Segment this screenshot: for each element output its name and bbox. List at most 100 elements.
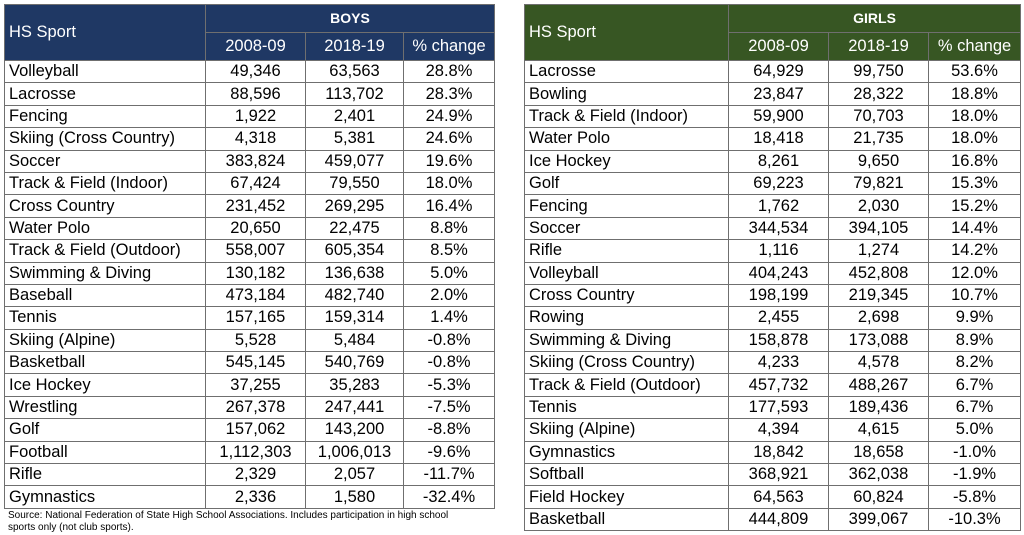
value-cell: 15.3% — [927, 171, 1022, 196]
value-cell: 1,006,013 — [305, 440, 404, 465]
value-cell: 457,732 — [728, 373, 829, 397]
sport-name-cell: Bowling — [524, 82, 729, 106]
value-cell: 28,322 — [828, 82, 929, 106]
value-cell: 59,900 — [728, 104, 829, 129]
sport-name-cell: Lacrosse — [4, 82, 206, 106]
table-row: Fencing 1,762 2,030 15.2% — [524, 194, 1022, 218]
value-cell: 4,318 — [205, 127, 306, 151]
sport-name-cell: Soccer — [524, 216, 729, 241]
sport-name-cell: Lacrosse — [524, 59, 729, 84]
table-row: Rowing 2,455 2,698 9.9% — [524, 306, 1022, 330]
value-cell: 1,112,303 — [205, 440, 306, 465]
sport-name-cell: Rifle — [4, 463, 206, 487]
table-row: Rifle 2,329 2,057 -11.7% — [4, 463, 496, 487]
value-cell: -32.4% — [402, 485, 496, 509]
column-header: 2018-19 — [305, 32, 404, 61]
value-cell: 1,922 — [205, 104, 306, 129]
column-header: % change — [927, 32, 1022, 61]
sport-name-cell: Ice Hockey — [4, 373, 206, 397]
table-row: Golf 69,223 79,821 15.3% — [524, 171, 1022, 196]
value-cell: 459,077 — [305, 149, 404, 173]
table-row: Tennis 177,593 189,436 6.7% — [524, 395, 1022, 420]
value-cell: 219,345 — [828, 283, 929, 308]
table-row: Wrestling 267,378 247,441 -7.5% — [4, 395, 496, 420]
value-cell: 4,578 — [828, 351, 929, 375]
value-cell: 5,381 — [305, 127, 404, 151]
sport-name-cell: Golf — [4, 418, 206, 442]
table-row: Cross Country 231,452 269,295 16.4% — [4, 194, 496, 218]
value-cell: 18,842 — [728, 440, 829, 465]
value-cell: 444,809 — [728, 507, 829, 532]
value-cell: 15.2% — [927, 194, 1022, 218]
table-row: Field Hockey 64,563 60,824 -5.8% — [524, 485, 1022, 509]
value-cell: -1.0% — [927, 440, 1022, 465]
value-cell: 8.5% — [402, 239, 496, 263]
value-cell: 362,038 — [828, 463, 929, 487]
value-cell: 4,615 — [828, 418, 929, 442]
value-cell: 19.6% — [402, 149, 496, 173]
value-cell: 269,295 — [305, 194, 404, 218]
value-cell: -5.3% — [402, 373, 496, 397]
girls-table-body: Lacrosse 64,929 99,750 53.6% Bowling 23,847 28… — [524, 59, 1022, 532]
table-row: Rifle 1,116 1,274 14.2% — [524, 239, 1022, 263]
table-row: Skiing (Alpine) 4,394 4,615 5.0% — [524, 418, 1022, 442]
value-cell: 16.4% — [402, 194, 496, 218]
value-cell: 8.8% — [402, 216, 496, 241]
sport-name-cell: Fencing — [524, 194, 729, 218]
table-row: Basketball 444,809 399,067 -10.3% — [524, 507, 1022, 532]
value-cell: 143,200 — [305, 418, 404, 442]
table-row: Ice Hockey 37,255 35,283 -5.3% — [4, 373, 496, 397]
value-cell: 2,030 — [828, 194, 929, 218]
table-row: Water Polo 20,650 22,475 8.8% — [4, 216, 496, 241]
column-header: 2008-09 — [205, 32, 306, 61]
table-row: Soccer 344,534 394,105 14.4% — [524, 216, 1022, 241]
sport-name-cell: Skiing (Cross Country) — [524, 351, 729, 375]
value-cell: 63,563 — [305, 59, 404, 84]
sport-name-cell: Gymnastics — [524, 440, 729, 465]
value-cell: 60,824 — [828, 485, 929, 509]
sport-name-cell: Skiing (Cross Country) — [4, 127, 206, 151]
value-cell: 24.6% — [402, 127, 496, 151]
value-cell: 5,528 — [205, 328, 306, 353]
value-cell: 383,824 — [205, 149, 306, 173]
value-cell: 23,847 — [728, 82, 829, 106]
value-cell: 1,580 — [305, 485, 404, 509]
table-row: Basketball 545,145 540,769 -0.8% — [4, 351, 496, 375]
sport-name-cell: Ice Hockey — [524, 149, 729, 173]
sport-name-cell: Tennis — [524, 395, 729, 420]
table-row: Swimming & Diving 158,878 173,088 8.9% — [524, 328, 1022, 353]
value-cell: 247,441 — [305, 395, 404, 420]
sport-name-cell: Volleyball — [524, 261, 729, 285]
sport-name-cell: Volleyball — [4, 59, 206, 84]
table-row: Baseball 473,184 482,740 2.0% — [4, 283, 496, 308]
value-cell: -10.3% — [927, 507, 1022, 532]
value-cell: 177,593 — [728, 395, 829, 420]
column-header: 2018-19 — [828, 32, 929, 61]
column-header: 2008-09 — [728, 32, 829, 61]
value-cell: 2,455 — [728, 306, 829, 330]
table-row: Bowling 23,847 28,322 18.8% — [524, 82, 1022, 106]
value-cell: 18,658 — [828, 440, 929, 465]
value-cell: 24.9% — [402, 104, 496, 129]
table-row: Tennis 157,165 159,314 1.4% — [4, 306, 496, 330]
value-cell: 70,703 — [828, 104, 929, 129]
sport-name-cell: Fencing — [4, 104, 206, 129]
value-cell: 130,182 — [205, 261, 306, 285]
value-cell: 18.0% — [402, 171, 496, 196]
value-cell: 6.7% — [927, 395, 1022, 420]
value-cell: 344,534 — [728, 216, 829, 241]
sport-name-cell: Swimming & Diving — [524, 328, 729, 353]
sport-name-cell: Cross Country — [524, 283, 729, 308]
value-cell: 18.8% — [927, 82, 1022, 106]
value-cell: 69,223 — [728, 171, 829, 196]
value-cell: 9,650 — [828, 149, 929, 173]
sport-name-cell: Wrestling — [4, 395, 206, 420]
value-cell: 1,762 — [728, 194, 829, 218]
value-cell: 231,452 — [205, 194, 306, 218]
table-row: Gymnastics 2,336 1,580 -32.4% — [4, 485, 496, 509]
boys-table-body: Volleyball 49,346 63,563 28.8% Lacrosse 88,59… — [4, 59, 496, 509]
table-row: Lacrosse 88,596 113,702 28.3% — [4, 82, 496, 106]
value-cell: 399,067 — [828, 507, 929, 532]
table-row: Skiing (Alpine) 5,528 5,484 -0.8% — [4, 328, 496, 353]
sport-name-cell: Rifle — [524, 239, 729, 263]
